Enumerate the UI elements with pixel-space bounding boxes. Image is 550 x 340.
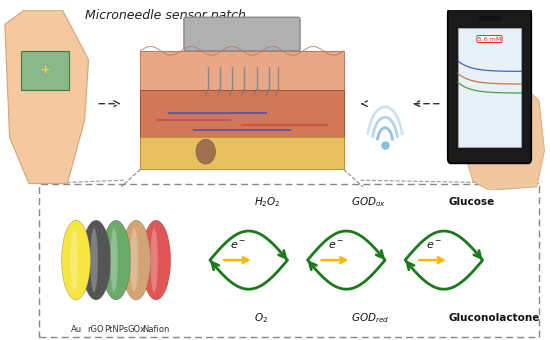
FancyBboxPatch shape <box>448 8 531 164</box>
Text: rGO: rGO <box>88 325 104 334</box>
Ellipse shape <box>122 220 151 300</box>
FancyBboxPatch shape <box>140 90 344 137</box>
Text: $e^-$: $e^-$ <box>230 240 247 251</box>
Text: $O_2$: $O_2$ <box>254 311 268 325</box>
Text: Nafion: Nafion <box>142 325 170 334</box>
Ellipse shape <box>90 228 98 292</box>
Text: $H_2O_2$: $H_2O_2$ <box>254 195 280 209</box>
Ellipse shape <box>111 228 118 292</box>
Text: $GOD_{ox}$: $GOD_{ox}$ <box>351 195 386 209</box>
Polygon shape <box>5 10 89 184</box>
Polygon shape <box>468 86 544 190</box>
Bar <box>478 16 500 21</box>
Ellipse shape <box>141 220 170 300</box>
Bar <box>21 51 69 90</box>
Ellipse shape <box>196 139 216 164</box>
FancyBboxPatch shape <box>140 51 344 90</box>
Ellipse shape <box>70 228 78 292</box>
Ellipse shape <box>102 220 130 300</box>
FancyBboxPatch shape <box>184 17 300 51</box>
Text: $e^-$: $e^-$ <box>328 240 344 251</box>
Text: Microneedle sensor patch: Microneedle sensor patch <box>85 8 245 21</box>
FancyBboxPatch shape <box>140 137 344 169</box>
Text: PtNPs: PtNPs <box>104 325 128 334</box>
Ellipse shape <box>81 220 111 300</box>
Text: 5.6 mM: 5.6 mM <box>478 36 501 41</box>
Bar <box>458 28 521 147</box>
Text: Glucose: Glucose <box>449 197 495 207</box>
Text: $e^-$: $e^-$ <box>426 240 442 251</box>
Ellipse shape <box>150 228 158 292</box>
Text: +: + <box>41 65 50 75</box>
Text: GOx: GOx <box>127 325 145 334</box>
Ellipse shape <box>130 228 138 292</box>
FancyBboxPatch shape <box>39 184 539 337</box>
Text: $GOD_{red}$: $GOD_{red}$ <box>351 311 389 325</box>
Ellipse shape <box>62 220 91 300</box>
Text: Au: Au <box>70 325 81 334</box>
Text: Gluconolactone: Gluconolactone <box>449 313 540 323</box>
